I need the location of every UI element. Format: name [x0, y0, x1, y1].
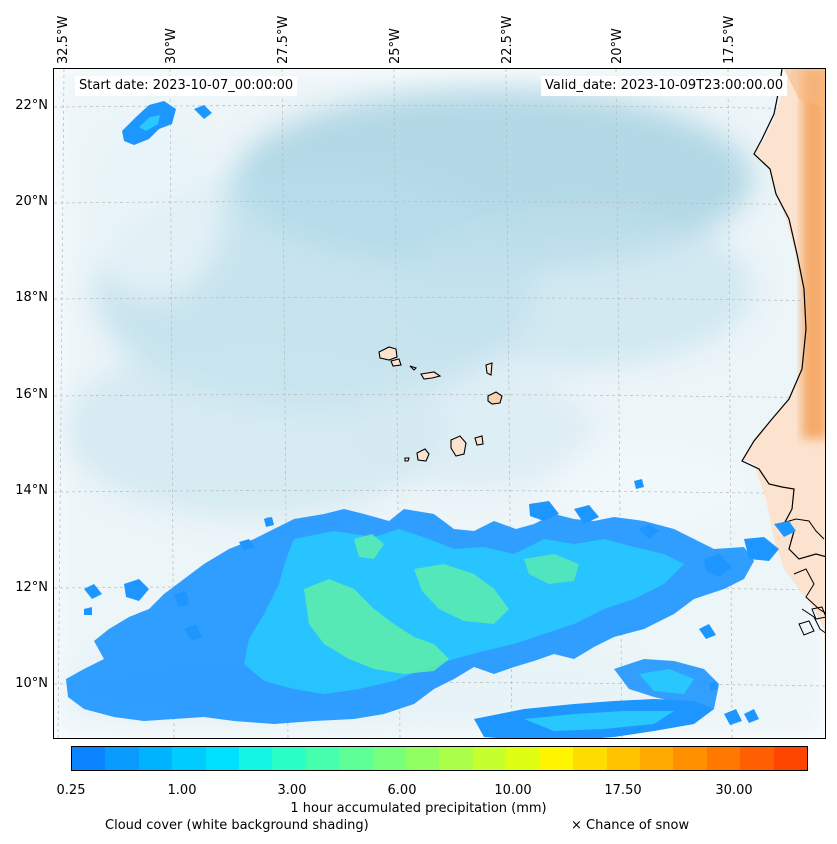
- cloud-cover-note: Cloud cover (white background shading): [105, 818, 369, 833]
- colorbar-segment: [172, 747, 206, 770]
- colorbar-tick: 1.00: [167, 783, 197, 798]
- colorbar-segment: [673, 747, 707, 770]
- colorbar-segment: [706, 747, 741, 770]
- lat-label: 18°N: [15, 290, 48, 305]
- lat-label: 16°N: [15, 387, 48, 402]
- colorbar-tick: 0.25: [56, 783, 86, 798]
- map-frame: [53, 68, 826, 739]
- colorbar-tick: 10.00: [494, 783, 532, 798]
- precipitation-layer: [66, 101, 796, 738]
- colorbar-segment: [272, 747, 306, 770]
- africa-landmass: [741, 69, 825, 666]
- colorbar-segment: [105, 747, 139, 770]
- lon-label: 20°W: [610, 28, 625, 64]
- start-date-label: Start date: 2023-10-07_00:00:00: [75, 76, 298, 96]
- map-canvas: [54, 69, 825, 738]
- valid-date-label: Valid_date: 2023-10-09T23:00:00.00: [541, 76, 788, 96]
- lat-label: 14°N: [15, 483, 48, 498]
- precipitation-colorbar: [71, 746, 808, 771]
- lon-label: 25°W: [388, 28, 403, 64]
- colorbar-tick: 17.50: [604, 783, 642, 798]
- lat-label: 12°N: [15, 580, 48, 595]
- colorbar-segment: [773, 747, 807, 770]
- lat-label: 20°N: [15, 194, 48, 209]
- colorbar-segment: [439, 747, 473, 770]
- colorbar-segment: [138, 747, 173, 770]
- lat-label: 22°N: [15, 98, 48, 113]
- colorbar-segment: [372, 747, 407, 770]
- lat-label: 10°N: [15, 676, 48, 691]
- colorbar-tick: 30.00: [715, 783, 753, 798]
- colorbar-segment: [339, 747, 373, 770]
- colorbar-tick: 6.00: [387, 783, 417, 798]
- lon-label: 17.5°W: [722, 15, 737, 64]
- colorbar-segment: [239, 747, 273, 770]
- lon-label: 22.5°W: [500, 15, 515, 64]
- colorbar-segment: [506, 747, 540, 770]
- colorbar-segment: [539, 747, 574, 770]
- colorbar-segment: [406, 747, 440, 770]
- lon-label: 27.5°W: [276, 15, 291, 64]
- lon-label: 32.5°W: [56, 15, 71, 64]
- colorbar-tick: 3.00: [277, 783, 307, 798]
- cape-verde-islands: [378, 346, 503, 462]
- colorbar-segment: [639, 747, 674, 770]
- colorbar-segment: [472, 747, 507, 770]
- colorbar-segment: [305, 747, 340, 770]
- colorbar-segment: [606, 747, 640, 770]
- colorbar-segment: [205, 747, 240, 770]
- colorbar-segment: [72, 747, 106, 770]
- lon-label: 30°W: [164, 28, 179, 64]
- colorbar-label: 1 hour accumulated precipitation (mm): [290, 801, 547, 816]
- colorbar-segment: [740, 747, 774, 770]
- snow-note: × Chance of snow: [571, 818, 690, 833]
- colorbar-segment: [573, 747, 607, 770]
